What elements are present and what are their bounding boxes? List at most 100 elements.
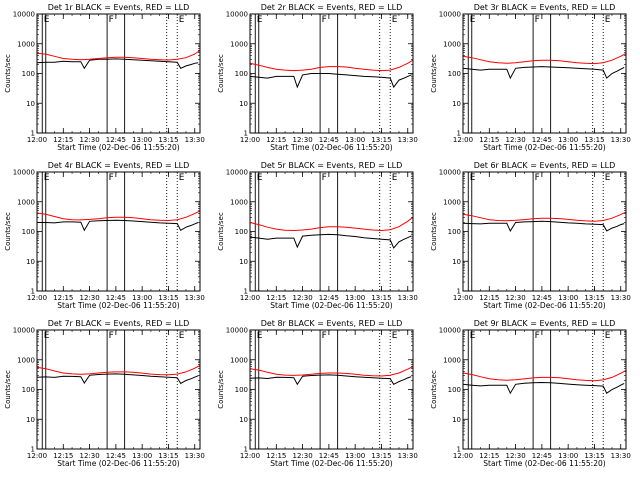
y-axis-label: Counts/sec [217, 370, 225, 409]
y-tick-label: 1000 [443, 356, 461, 364]
marker-label: E [44, 15, 50, 25]
x-tick-label: 12:30 [79, 452, 99, 460]
detector-panel-8: Det 8r BLACK = Events, RED = LLD 1 10 100 10… [217, 319, 418, 468]
marker-label: F [109, 331, 114, 341]
y-tick-label: 1 [457, 288, 461, 296]
marker-label: E [44, 173, 50, 183]
y-tick-label: 10 [26, 258, 35, 266]
x-tick-label: 12:30 [505, 294, 525, 302]
lld-series-line [249, 366, 414, 377]
events-series-line [249, 233, 412, 249]
plot-frame [249, 329, 414, 450]
x-tick-label: 12:00 [453, 136, 473, 144]
x-tick-label: 13:15 [371, 294, 391, 302]
y-tick-label: 10000 [439, 11, 461, 19]
detector-panel-9: Det 9r BLACK = Events, RED = LLD 1 10 100 10… [430, 319, 631, 468]
x-axis-label: Start Time (02-Dec-06 11:55:20) [483, 301, 605, 310]
marker-label: E [470, 331, 476, 341]
plot-frame [462, 171, 627, 292]
y-tick-label: 100 [448, 70, 461, 78]
x-axis-label: Start Time (02-Dec-06 11:55:20) [270, 143, 392, 152]
y-tick-label: 10 [452, 258, 461, 266]
marker-label: E [470, 173, 476, 183]
plot-frame [462, 329, 627, 450]
y-tick-label: 10 [452, 100, 461, 108]
y-axis-label: Counts/sec [217, 212, 225, 251]
x-tick-label: 13:30 [398, 136, 418, 144]
y-tick-label: 1 [457, 130, 461, 138]
y-tick-label: 1000 [17, 356, 35, 364]
x-tick-label: 12:45 [319, 136, 339, 144]
events-series-line [462, 220, 625, 232]
x-tick-label: 12:15 [53, 452, 73, 460]
y-tick-label: 100 [448, 386, 461, 394]
lld-series-line [462, 211, 627, 222]
detector-panel-4: Det 4r BLACK = Events, RED = LLD 1 10 100 10… [4, 161, 205, 310]
plot-frame [36, 171, 201, 292]
x-tick-label: 13:00 [558, 452, 578, 460]
x-tick-label: 12:45 [532, 136, 552, 144]
x-tick-label: 12:00 [27, 452, 47, 460]
x-tick-label: 12:30 [505, 452, 525, 460]
y-tick-label: 10000 [226, 169, 248, 177]
y-axis-label: Counts/sec [430, 370, 438, 409]
x-tick-label: 13:15 [158, 452, 178, 460]
x-tick-label: 13:00 [132, 294, 152, 302]
marker-label: E [392, 173, 398, 183]
x-axis-label: Start Time (02-Dec-06 11:55:20) [57, 143, 179, 152]
marker-label: E [605, 331, 611, 341]
marker-label: F [109, 15, 114, 25]
detector-panel-5: Det 5r BLACK = Events, RED = LLD 1 10 100 10… [217, 161, 418, 310]
panel-title: Det 5r BLACK = Events, RED = LLD [261, 161, 403, 170]
x-axis-label: Start Time (02-Dec-06 11:55:20) [57, 459, 179, 468]
y-tick-label: 1 [244, 446, 248, 454]
y-axis-label: Counts/sec [217, 54, 225, 93]
detector-panel-2: Det 2r BLACK = Events, RED = LLD 1 10 100 10… [217, 3, 418, 152]
lld-series-line [249, 216, 414, 232]
y-tick-label: 1 [31, 446, 35, 454]
x-tick-label: 12:30 [79, 136, 99, 144]
marker-label: E [179, 331, 185, 341]
y-tick-label: 10000 [13, 327, 35, 335]
x-tick-label: 12:45 [532, 452, 552, 460]
x-tick-label: 13:15 [158, 294, 178, 302]
marker-label: E [257, 331, 263, 341]
marker-label: F [322, 331, 327, 341]
x-tick-label: 13:30 [611, 294, 631, 302]
y-tick-label: 10000 [439, 327, 461, 335]
y-axis-label: Counts/sec [430, 212, 438, 251]
lld-series-line [462, 53, 627, 65]
marker-label: E [605, 173, 611, 183]
x-tick-label: 13:00 [558, 136, 578, 144]
x-tick-label: 12:30 [292, 136, 312, 144]
y-axis-label: Counts/sec [4, 370, 12, 409]
detector-panel-6: Det 6r BLACK = Events, RED = LLD 1 10 100 10… [430, 161, 631, 310]
y-tick-label: 1000 [230, 198, 248, 206]
marker-label: E [392, 15, 398, 25]
y-tick-label: 10000 [226, 11, 248, 19]
x-tick-label: 13:15 [158, 136, 178, 144]
x-tick-label: 12:15 [266, 136, 286, 144]
x-tick-label: 13:15 [584, 294, 604, 302]
lld-series-line [36, 49, 201, 61]
panel-title: Det 6r BLACK = Events, RED = LLD [474, 161, 616, 170]
x-tick-label: 13:15 [584, 452, 604, 460]
x-tick-label: 12:45 [106, 136, 126, 144]
x-tick-label: 12:00 [240, 136, 260, 144]
events-series-line [249, 374, 412, 386]
x-tick-label: 13:30 [398, 294, 418, 302]
y-tick-label: 1000 [230, 40, 248, 48]
x-tick-label: 13:15 [371, 136, 391, 144]
y-tick-label: 10000 [13, 11, 35, 19]
x-tick-label: 12:15 [479, 452, 499, 460]
y-tick-label: 10 [26, 100, 35, 108]
marker-label: E [257, 173, 263, 183]
x-tick-label: 12:45 [106, 452, 126, 460]
lld-series-line [462, 369, 627, 382]
y-tick-label: 1000 [17, 198, 35, 206]
x-tick-label: 13:00 [132, 136, 152, 144]
x-tick-label: 12:45 [106, 294, 126, 302]
detector-panel-3: Det 3r BLACK = Events, RED = LLD 1 10 100 10… [430, 3, 631, 152]
panel-title: Det 7r BLACK = Events, RED = LLD [48, 319, 190, 328]
events-series-line [36, 373, 199, 385]
